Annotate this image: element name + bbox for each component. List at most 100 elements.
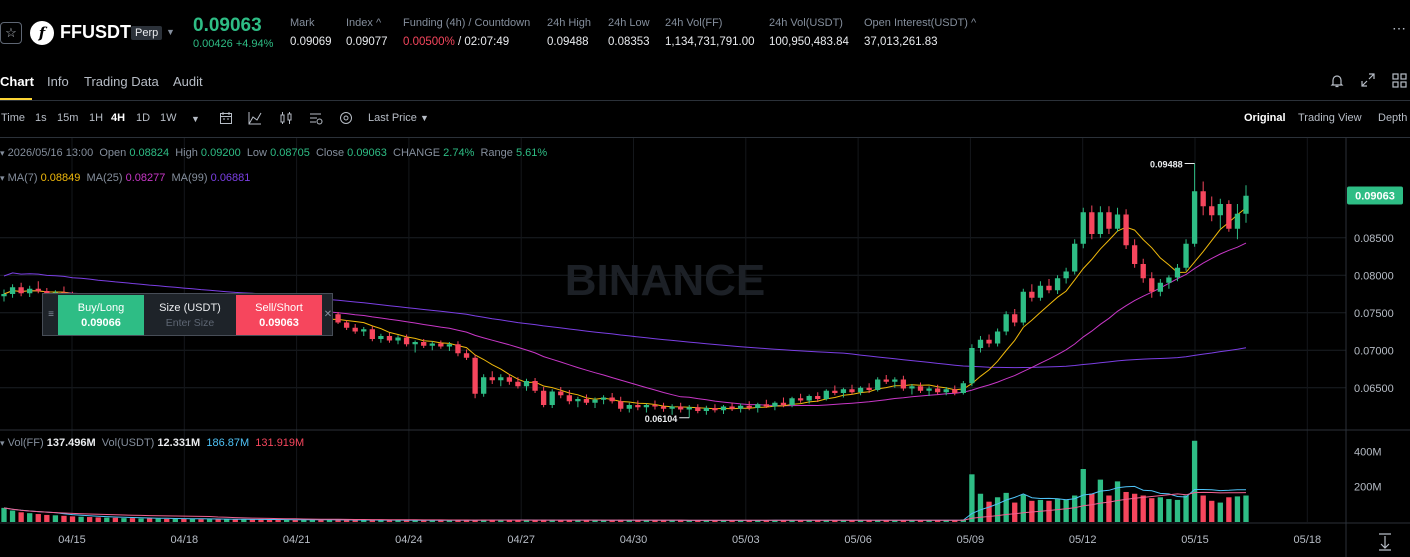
interval-1s[interactable]: 1s [35,112,47,124]
volume-bar [318,519,324,522]
tab-trading-data[interactable]: Trading Data [84,74,159,89]
bell-icon[interactable] [1330,73,1344,89]
indicators-settings-icon[interactable] [309,111,323,125]
volume-bar [660,520,667,522]
candle [1149,272,1155,298]
vol-ff-label: Vol(FF) [7,437,44,449]
interval-1h[interactable]: 1H [89,112,104,124]
vol-ff-value: 137.496M [46,437,96,449]
expand-icon[interactable] [1361,73,1375,87]
settings-gear-icon[interactable] [339,111,353,125]
candle [635,400,641,411]
stat-mark: Mark 0.09069 [290,17,332,48]
collapse-chevron-icon[interactable]: ▾ [0,173,5,183]
interval-more-chevron-icon[interactable]: ▼ [191,114,200,124]
candle [575,396,581,408]
view-trading-view[interactable]: Trading View [1298,112,1362,124]
volume-bar [652,520,658,522]
candle [977,336,984,353]
candle [429,341,435,351]
candle-body [558,391,564,396]
stat-index[interactable]: Index ^ 0.09077 [346,17,388,48]
stat-label: Open Interest(USDT) ^ [864,17,977,29]
candle-body [335,314,341,323]
candle [27,285,33,297]
candle-body [609,397,615,402]
line-drawing-icon[interactable] [248,111,262,125]
candle-body [1020,291,1026,323]
symbol-name[interactable]: FFUSDT [60,22,131,42]
candle-body [472,357,478,394]
candle [994,328,1001,347]
close-icon[interactable]: ✕ [323,309,333,320]
candle-body [772,402,778,407]
candle [412,340,418,353]
volume-bar [849,520,855,522]
size-input[interactable]: Size (USDT) Enter Size [144,295,236,335]
candle [763,399,769,408]
volume-bar [275,519,281,522]
change-label: CHANGE [393,147,441,159]
buy-long-button[interactable]: Buy/Long 0.09066 [58,295,144,335]
interval-4h[interactable]: 4H [111,112,126,124]
price-type-dropdown[interactable]: Last Price ▼ [368,112,429,124]
candle [960,381,966,395]
price-type-chevron-icon: ▼ [419,113,429,123]
candle [669,404,675,415]
candle-body [969,348,975,384]
candle [35,281,41,294]
interval-15m[interactable]: 15m [57,112,79,124]
view-depth[interactable]: Depth [1378,112,1408,124]
divider [0,100,1410,101]
candle [934,384,941,395]
favorite-star-icon[interactable]: ☆ [0,22,22,44]
volume-bar [1226,497,1232,522]
volume-bar [549,519,555,522]
tab-chart[interactable]: Chart [0,74,34,89]
volume-bar [1123,491,1129,522]
volume-bar [446,520,453,522]
collapse-chevron-icon[interactable]: ▾ [0,438,5,448]
candle [438,340,444,349]
candle-body [660,406,667,409]
stat-value: 100,950,483.84 [769,36,849,48]
interval-1d[interactable]: 1D [136,112,151,124]
candle-body [763,404,769,407]
candle-body [1089,212,1095,234]
volume-bar [909,520,915,522]
candle-body [1037,285,1044,298]
layout-grid-icon[interactable] [1392,73,1407,88]
calendar-icon[interactable] [219,111,233,125]
stat-funding: Funding (4h) / Countdown 0.00500% / 02:0… [403,17,530,48]
volume-bar [455,520,461,522]
sell-short-button[interactable]: Sell/Short 0.09063 [236,295,322,335]
contract-type-badge: Perp [131,26,163,40]
volume-bar [1131,493,1138,522]
candle-body [446,344,453,347]
candlestick-chart[interactable]: BINANCE 0.08500 0.08000 0.07500 0.07000 0.065… [0,138,1410,557]
volume-axis-label: 400M [1354,446,1382,458]
stat-open-interest[interactable]: Open Interest(USDT) ^ 37,013,261.83 [864,17,976,48]
candle-body [746,405,752,408]
candle-type-icon[interactable] [279,111,293,125]
view-original[interactable]: Original [1244,112,1286,124]
stat-value: 37,013,261.83 [864,36,938,48]
candle [1157,279,1164,297]
symbol-dropdown-chevron-icon[interactable]: ▼ [166,27,175,37]
interval-time[interactable]: Time [1,112,26,124]
candle [823,389,829,401]
candle [772,401,778,411]
candle-body [1046,285,1052,291]
tab-info[interactable]: Info [47,74,69,89]
collapse-chevron-icon[interactable]: ▾ [0,148,5,158]
candle [481,374,487,397]
tab-audit[interactable]: Audit [173,74,203,89]
drag-handle-icon[interactable]: ≡ [48,309,54,320]
volume-bar [900,520,907,522]
ma7-value: 0.08849 [40,172,81,184]
candle [1106,206,1112,234]
candle-body [498,377,504,381]
interval-1w[interactable]: 1W [160,112,177,124]
scroll-to-latest-icon[interactable] [1379,533,1391,551]
more-ellipsis-icon[interactable]: ⋯ [1392,20,1407,36]
